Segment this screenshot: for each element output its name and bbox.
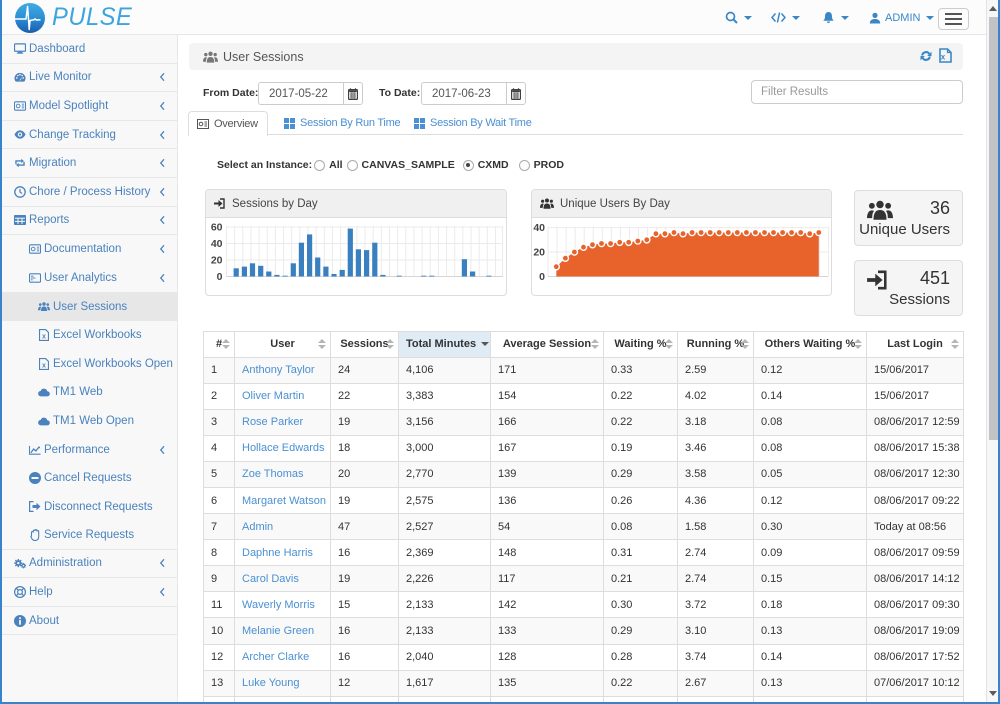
svg-text:20: 20	[211, 255, 223, 267]
svg-text:0: 0	[217, 271, 223, 283]
svg-text:0: 0	[539, 271, 545, 283]
svg-text:40: 40	[533, 222, 545, 234]
svg-text:x: x	[42, 362, 46, 369]
svg-text:20: 20	[533, 247, 545, 259]
svg-text:40: 40	[211, 238, 223, 250]
svg-text:x: x	[42, 334, 46, 341]
svg-text:60: 60	[211, 222, 223, 234]
svg-text:x: x	[941, 53, 946, 62]
